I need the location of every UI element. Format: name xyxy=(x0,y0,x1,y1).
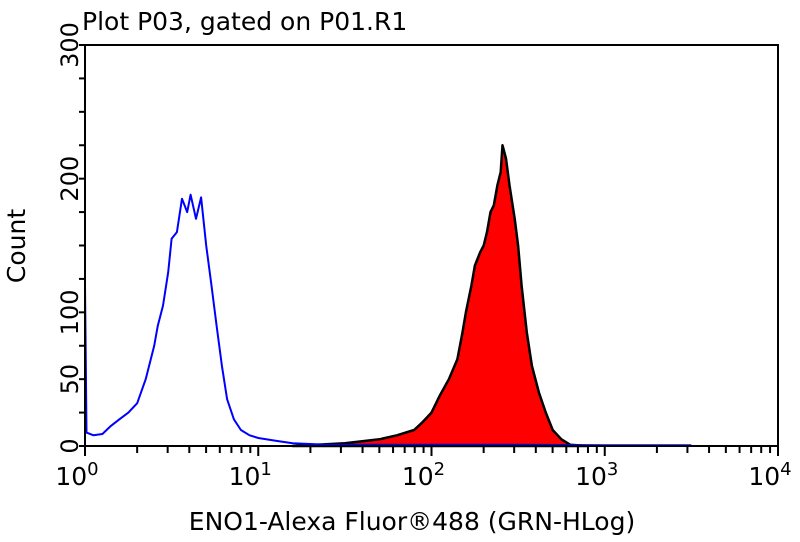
y-axis-label: Count xyxy=(2,209,31,283)
x-tick-base: 10 xyxy=(575,462,607,491)
histogram-series-0-outline xyxy=(84,193,692,447)
x-tick-label: 104 xyxy=(748,459,791,491)
x-tick-base: 10 xyxy=(402,462,434,491)
x-axis-label: ENO1-Alexa Fluor®488 (GRN-HLog) xyxy=(189,507,635,536)
x-tick-label: 102 xyxy=(402,459,445,491)
x-tick-base: 10 xyxy=(55,462,87,491)
y-tick-label: 0 xyxy=(56,438,84,453)
x-tick-label: 101 xyxy=(229,459,272,491)
y-tick-label: 300 xyxy=(56,22,84,68)
y-tick-label: 100 xyxy=(56,289,84,335)
x-tick-exponent: 4 xyxy=(780,459,791,480)
x-tick-base: 10 xyxy=(229,462,261,491)
x-tick-label: 103 xyxy=(575,459,618,491)
y-tick-label: 200 xyxy=(56,156,84,202)
x-tick-exponent: 1 xyxy=(260,459,271,480)
x-tick-exponent: 3 xyxy=(607,459,618,480)
y-tick-label: 50 xyxy=(56,364,84,395)
x-tick-label: 100 xyxy=(55,459,98,491)
x-tick-exponent: 0 xyxy=(87,459,98,480)
x-tick-base: 10 xyxy=(748,462,780,491)
plot-frame xyxy=(84,44,779,447)
x-tick-exponent: 2 xyxy=(434,459,445,480)
histogram-series-1-filled xyxy=(291,144,589,448)
chart-title: Plot P03, gated on P01.R1 xyxy=(82,7,407,36)
